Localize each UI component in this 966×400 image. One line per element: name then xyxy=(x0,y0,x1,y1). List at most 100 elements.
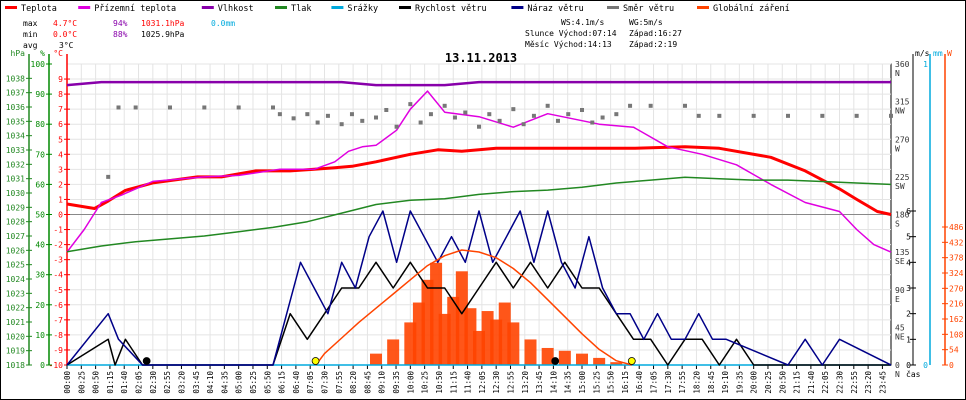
legend-label-6: Náraz větru xyxy=(527,4,583,14)
wind-dir-point xyxy=(428,112,433,117)
dir-tick-label: 315 xyxy=(895,98,910,107)
temp-tick-label: -7 xyxy=(53,316,63,325)
x-tick-label: 08:45 xyxy=(363,371,372,394)
ms-tick-label: 0 xyxy=(906,361,911,370)
hpa-tick-label: 1036 xyxy=(6,103,25,112)
marker-sunrise xyxy=(311,357,320,365)
x-tick-label: 15:50 xyxy=(607,371,616,394)
radiation-bar xyxy=(524,339,537,365)
legend-label-0: Teplota xyxy=(21,4,57,14)
hpa-tick-label: 1035 xyxy=(6,117,25,126)
x-tick-label: 14:35 xyxy=(564,371,573,394)
wind-dir-point xyxy=(477,124,481,129)
legend-label-7: Směr větru xyxy=(623,4,674,14)
x-tick-label: 08:20 xyxy=(349,371,358,394)
legend-swatch xyxy=(275,6,287,9)
x-tick-label: 13:20 xyxy=(521,371,530,394)
temp-tick-label: -5 xyxy=(53,286,63,295)
x-tick-label: 03:20 xyxy=(177,371,186,394)
legend-swatch xyxy=(399,6,411,9)
dir-tick-label: 225 xyxy=(895,173,910,182)
wind-dir-point xyxy=(511,107,516,112)
wind-dir-point xyxy=(291,116,296,121)
wind-dir-point xyxy=(452,115,457,120)
x-tick-label: 16:40 xyxy=(635,371,644,394)
chart-title: 13.11.2013 xyxy=(445,51,517,65)
wind-dir-point xyxy=(271,105,275,110)
hpa-axis-label: hPa xyxy=(11,49,26,58)
ms-tick-label: 1 xyxy=(906,335,911,344)
dir-compass-label: NE xyxy=(895,332,905,341)
legend-label-1: Přízemní teplota xyxy=(94,4,176,14)
w-tick-label: 0 xyxy=(949,361,954,370)
stats-value: 3°C xyxy=(59,41,74,50)
x-tick-label: 06:15 xyxy=(278,371,287,394)
ms-tick-label: 2 xyxy=(906,310,911,319)
temp-tick-label: 1 xyxy=(58,195,63,204)
wind-dir-point xyxy=(555,118,560,123)
dir-tick-label: 45 xyxy=(895,323,905,332)
hpa-tick-label: 1018 xyxy=(6,361,25,370)
wind-dir-point xyxy=(384,107,389,112)
wind-dir-point xyxy=(168,105,172,110)
hpa-tick-label: 1019 xyxy=(6,347,25,356)
temp-tick-label: 2 xyxy=(58,180,63,189)
wind-dir-point xyxy=(349,112,354,117)
legend-swatch xyxy=(78,6,91,9)
x-tick-label: 09:35 xyxy=(392,371,401,394)
temp-tick-label: 7 xyxy=(58,105,63,114)
wind-dir-point xyxy=(600,115,605,120)
legend-swatch xyxy=(5,6,17,9)
x-tick-label: 22:05 xyxy=(821,371,830,394)
dir-tick-label: 360 xyxy=(895,60,910,69)
radiation-bar xyxy=(507,322,520,365)
x-tick-label: 04:35 xyxy=(220,371,229,394)
ms-axis-label: m/s xyxy=(915,49,930,58)
temp-tick-label: -9 xyxy=(53,346,63,355)
w-axis-label: W xyxy=(947,49,952,58)
temp-tick-label: 5 xyxy=(58,135,63,144)
wind-dir-point xyxy=(751,113,756,118)
hpa-tick-label: 1033 xyxy=(6,146,25,155)
ms-tick-label: 5 xyxy=(906,233,911,242)
temp-tick-label: 4 xyxy=(58,150,63,159)
pct-tick-label: 50 xyxy=(35,211,45,220)
wind-dir-point xyxy=(820,113,825,118)
info-ws: WS:4.1m/s xyxy=(561,18,605,27)
x-tick-label: 07:55 xyxy=(335,371,344,394)
legend-swatch xyxy=(331,6,344,9)
stats-value: 0.0mm xyxy=(211,19,235,28)
temp-tick-label: -8 xyxy=(53,331,63,340)
temp-axis-label: °C xyxy=(53,49,63,58)
x-tick-label: 23:20 xyxy=(864,371,873,394)
temp-tick-label: 8 xyxy=(58,90,63,99)
x-tick-label: 18:45 xyxy=(707,371,716,394)
x-tick-label: 22:30 xyxy=(836,371,845,394)
dir-tick-label: 270 xyxy=(895,135,910,144)
radiation-bar xyxy=(370,353,382,365)
wind-dir-point xyxy=(786,113,790,118)
wind-dir-point xyxy=(277,112,282,117)
x-tick-label: 07:30 xyxy=(321,371,330,394)
hpa-tick-label: 1026 xyxy=(6,246,25,255)
x-tick-label: 20:25 xyxy=(764,371,773,394)
x-tick-label: 07:05 xyxy=(306,371,315,394)
hpa-tick-label: 1024 xyxy=(6,275,25,284)
x-tick-label: 13:45 xyxy=(535,371,544,394)
radiation-bar xyxy=(593,357,606,365)
hpa-tick-label: 1028 xyxy=(6,218,25,227)
wind-dir-point xyxy=(418,120,423,125)
wind-dir-point xyxy=(463,110,468,115)
wind-dir-point xyxy=(580,107,584,112)
x-tick-label: 00:50 xyxy=(92,371,101,394)
x-tick-label: 19:35 xyxy=(735,371,744,394)
stats-value: max xyxy=(23,19,38,28)
marker-moonset xyxy=(142,357,151,365)
wind-dir-point xyxy=(648,103,653,108)
wind-dir-point xyxy=(133,105,138,110)
mm-tick-label: 0 xyxy=(923,361,928,370)
wind-dir-point xyxy=(315,120,320,125)
w-tick-label: 108 xyxy=(949,330,964,339)
legend-label-4: Srážky xyxy=(347,4,378,14)
ms-tick-label: 6 xyxy=(906,207,911,216)
